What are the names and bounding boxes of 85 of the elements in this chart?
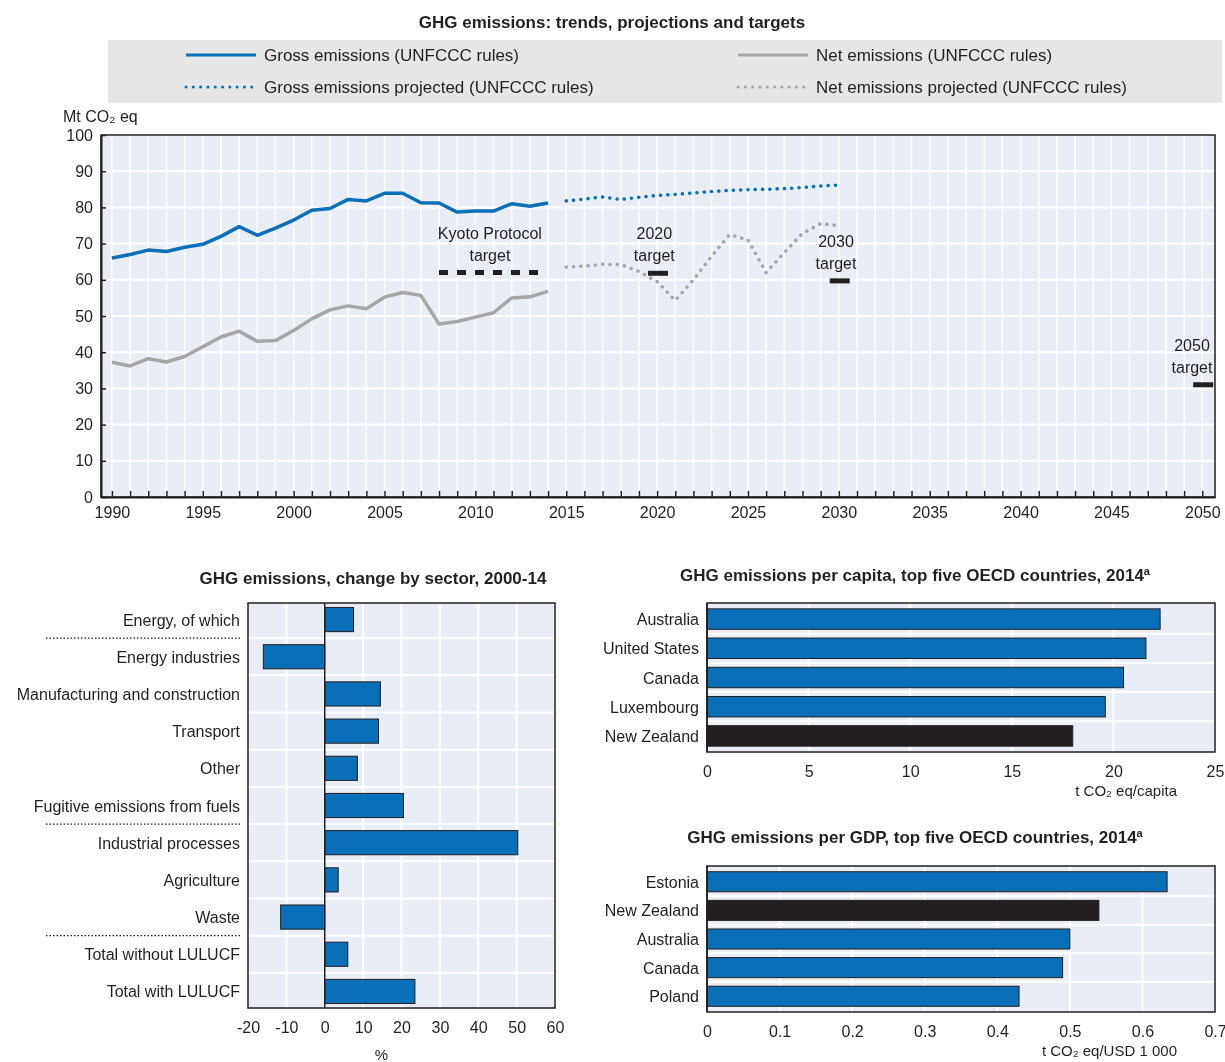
- y-tick-label: Waste: [195, 909, 241, 927]
- x-tick-label: 2015: [548, 504, 585, 522]
- x-tick-label: 0: [703, 763, 713, 781]
- x-tick-label: 1990: [94, 504, 131, 522]
- y-tick-label: Other: [199, 760, 241, 778]
- x-tick-label: 0.3: [914, 1023, 937, 1041]
- y-tick-label: 10: [75, 452, 94, 470]
- x-axis-title: t CO₂ eq/USD 1 000: [1041, 1042, 1177, 1059]
- x-tick-label: -10: [275, 1019, 299, 1037]
- x-tick-label: 5: [804, 763, 814, 781]
- y-tick-label: Industrial processes: [97, 834, 240, 852]
- legend-label: Gross emissions projected (UNFCCC rules): [264, 78, 594, 97]
- chart-title: GHG emissions per GDP, top five OECD countries, 2014$^{a}$: [687, 827, 1144, 847]
- y-tick-label: 90: [75, 162, 94, 180]
- x-tick-label: 2035: [912, 504, 949, 522]
- y-tick-label: United States: [602, 640, 699, 658]
- y-tick-label: Total with LULUCF: [106, 983, 241, 1001]
- x-tick-label: 0: [320, 1019, 330, 1037]
- y-tick-label: Australia: [636, 931, 700, 948]
- y-tick-label: Energy, of which: [122, 611, 240, 629]
- y-tick-label: Transport: [172, 723, 241, 741]
- x-tick-label: -20: [236, 1019, 261, 1037]
- x-tick-label: 10: [901, 763, 920, 781]
- y-tick-label: New Zealand: [604, 727, 699, 745]
- x-tick-label: 1995: [185, 504, 222, 522]
- y-tick-label: Fugitive emissions from fuels: [33, 797, 240, 815]
- y-tick-label: Canada: [642, 669, 700, 687]
- y-tick-label: Poland: [649, 988, 699, 1006]
- y-tick-label: 30: [75, 380, 94, 398]
- x-tick-label: 0.1: [768, 1023, 792, 1041]
- x-tick-label: 10: [354, 1019, 373, 1037]
- y-tick-label: New Zealand: [604, 902, 699, 920]
- x-tick-label: 0.6: [1131, 1023, 1155, 1041]
- x-tick-label: 2000: [276, 504, 313, 522]
- legend-label: Gross emissions (UNFCCC rules): [264, 46, 520, 65]
- y-tick-label: 100: [66, 126, 94, 144]
- annotation: 2020 target: [633, 225, 676, 265]
- x-tick-label: 60: [546, 1019, 565, 1037]
- chart-title: GHG emissions: trends, projections and targets: [418, 13, 806, 32]
- x-tick-label: 20: [1105, 763, 1123, 781]
- y-tick-label: 50: [75, 307, 94, 325]
- x-tick-label: 2030: [821, 504, 858, 522]
- y-tick-label: 80: [75, 199, 94, 217]
- line-series: [110, 289, 550, 368]
- x-tick-label: 25: [1206, 763, 1225, 781]
- x-tick-label: 0.4: [986, 1023, 1009, 1041]
- x-tick-label: 2025: [730, 504, 767, 522]
- x-axis-title: t CO₂ eq/capita: [1075, 782, 1178, 799]
- x-tick-label: 50: [508, 1019, 527, 1037]
- y-tick-label: Australia: [636, 611, 700, 629]
- x-tick-label: 20: [393, 1019, 411, 1037]
- y-tick-label: 40: [75, 343, 94, 361]
- y-tick-label: Estonia: [645, 873, 700, 891]
- y-tick-label: Total without LULUCF: [84, 946, 241, 964]
- y-tick-label: Manufacturing and construction: [16, 685, 240, 703]
- y-axis-title: Mt CO₂ eq: [63, 108, 138, 125]
- y-tick-label: Luxembourg: [610, 698, 699, 716]
- y-tick-label: 60: [75, 271, 94, 289]
- x-tick-label: 2040: [1003, 504, 1039, 522]
- x-tick-label: 2010: [458, 504, 494, 522]
- y-tick-label: 70: [75, 235, 94, 253]
- x-tick-label: 0: [703, 1023, 713, 1041]
- x-tick-label: 15: [1003, 763, 1022, 781]
- annotation: Kyoto Protocol target: [437, 224, 542, 264]
- x-tick-label: 40: [469, 1019, 488, 1037]
- y-tick-label: Agriculture: [163, 871, 241, 889]
- annotation: 2030 target: [815, 232, 858, 272]
- x-tick-label: 2050: [1184, 504, 1221, 522]
- y-tick-label: Energy industries: [116, 648, 240, 666]
- x-tick-label: 30: [431, 1019, 450, 1037]
- x-tick-label: 0.7: [1204, 1023, 1225, 1041]
- y-tick-label: 0: [84, 488, 94, 506]
- x-tick-label: 2020: [639, 504, 676, 522]
- annotation: 2050 target: [1171, 336, 1213, 376]
- x-tick-label: 0.2: [841, 1023, 864, 1041]
- legend-label: Net emissions (UNFCCC rules): [816, 46, 1053, 65]
- y-tick-label: 20: [75, 416, 94, 434]
- x-tick-label: 0.5: [1059, 1023, 1082, 1041]
- y-tick-label: Canada: [642, 959, 700, 977]
- legend-label: Net emissions projected (UNFCCC rules): [816, 78, 1127, 97]
- x-tick-label: 2045: [1094, 504, 1130, 522]
- x-axis-title: %: [374, 1046, 389, 1062]
- x-tick-label: 2005: [367, 504, 403, 522]
- chart-title: GHG emissions per capita, top five OECD countries, 2014$^{a}$: [679, 565, 1151, 585]
- chart-title: GHG emissions, change by sector, 2000-14: [199, 569, 547, 588]
